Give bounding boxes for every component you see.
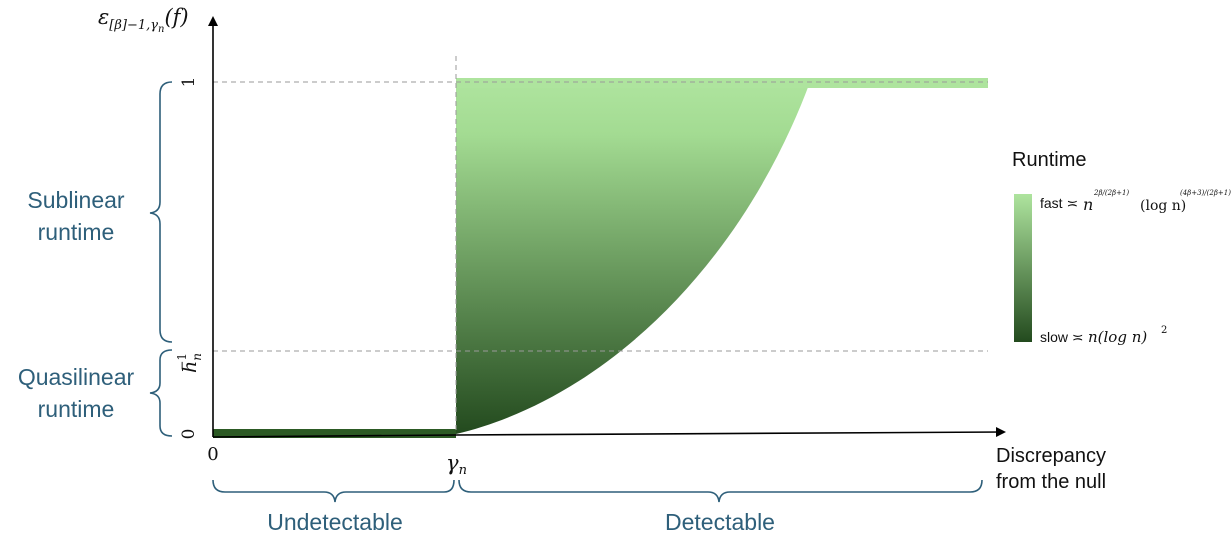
- sublinear-label-line1: Sublinear: [27, 187, 125, 213]
- svg-text:2β/(2β+1): 2β/(2β+1): [1093, 189, 1129, 197]
- svg-text:−1: −1: [175, 353, 189, 371]
- x-axis-label-line2: from the null: [996, 471, 1106, 493]
- svg-text:(log n): (log n): [1140, 198, 1186, 214]
- svg-text:fast ≍: fast ≍: [1040, 195, 1078, 211]
- undetectable-label: Undetectable: [267, 509, 403, 535]
- legend-title: Runtime: [1012, 149, 1086, 171]
- x-tick-zero: 0: [207, 444, 218, 465]
- svg-text:(4β+3)/(2β+1): (4β+3)/(2β+1): [1180, 189, 1231, 197]
- svg-text:slow ≍: slow ≍: [1040, 329, 1084, 345]
- y-tick-one: 1: [179, 77, 199, 88]
- legend-slow: slow ≍ n(log n) 2: [1040, 325, 1167, 346]
- sublinear-label-line2: runtime: [38, 219, 115, 245]
- fast-runtime-band: [456, 78, 988, 88]
- x-axis-left: [212, 434, 457, 438]
- quasilinear-label-line1: Quasilinear: [18, 364, 135, 390]
- y-tick-zero: 0: [179, 429, 199, 440]
- legend-colorbar: [1014, 194, 1032, 342]
- svg-text:n: n: [1083, 195, 1093, 214]
- y-tick-h: hn −1: [175, 353, 204, 373]
- x-axis-label-line1: Discrepancy: [996, 445, 1106, 467]
- y-axis-label: ε[β]−1,γn(f): [98, 5, 189, 35]
- detectable-label: Detectable: [665, 509, 775, 535]
- quasilinear-label-line2: runtime: [38, 396, 115, 422]
- quasilinear-bracket: [149, 349, 173, 437]
- detectable-bracket: [458, 479, 983, 503]
- detectable-runtime-area: [456, 82, 810, 434]
- sublinear-bracket: [149, 81, 173, 343]
- x-axis: [455, 427, 1006, 438]
- svg-text:n(log n): n(log n): [1088, 328, 1147, 346]
- svg-text:2: 2: [1161, 325, 1167, 336]
- undetectable-bracket: [212, 479, 455, 503]
- x-tick-gamma: γn: [446, 451, 467, 478]
- legend-fast: fast ≍ n 2β/(2β+1) (log n) (4β+3)/(2β+1): [1040, 189, 1231, 214]
- undetectable-band: [213, 429, 456, 438]
- svg-text:hn: hn: [179, 353, 204, 373]
